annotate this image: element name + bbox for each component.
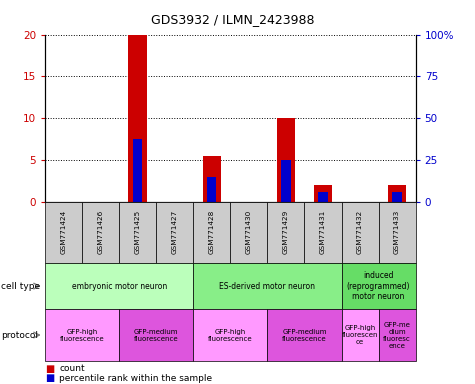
Bar <box>314 185 332 202</box>
Text: percentile rank within the sample: percentile rank within the sample <box>59 374 212 383</box>
Bar <box>203 156 221 202</box>
Text: count: count <box>59 364 85 373</box>
Text: protocol: protocol <box>1 331 38 339</box>
Text: GFP-high
fluorescen
ce: GFP-high fluorescen ce <box>342 325 378 345</box>
Text: ■: ■ <box>45 364 54 374</box>
Text: GSM771424: GSM771424 <box>61 210 67 255</box>
Text: GSM771431: GSM771431 <box>320 210 326 255</box>
Bar <box>388 185 407 202</box>
Text: GFP-high
fluorescence: GFP-high fluorescence <box>60 329 104 341</box>
Text: ■: ■ <box>45 373 54 383</box>
Bar <box>392 192 402 202</box>
Bar <box>133 139 142 202</box>
Text: GSM771425: GSM771425 <box>135 210 141 255</box>
Text: GFP-me
dium
fluoresc
ence: GFP-me dium fluoresc ence <box>383 321 411 349</box>
Bar <box>318 192 328 202</box>
Text: GSM771428: GSM771428 <box>209 210 215 255</box>
Text: GSM771432: GSM771432 <box>357 210 363 255</box>
Text: GSM771427: GSM771427 <box>172 210 178 255</box>
Bar <box>281 160 291 202</box>
Text: GFP-medium
fluorescence: GFP-medium fluorescence <box>134 329 179 341</box>
Bar <box>207 177 217 202</box>
Text: induced
(reprogrammed)
motor neuron: induced (reprogrammed) motor neuron <box>347 271 410 301</box>
Bar <box>128 35 147 202</box>
Text: GSM771433: GSM771433 <box>394 210 400 255</box>
Text: GDS3932 / ILMN_2423988: GDS3932 / ILMN_2423988 <box>151 13 314 26</box>
Text: GFP-high
fluorescence: GFP-high fluorescence <box>208 329 253 341</box>
Text: cell type: cell type <box>1 281 40 291</box>
Text: GSM771430: GSM771430 <box>246 210 252 255</box>
Text: GFP-medium
fluorescence: GFP-medium fluorescence <box>282 329 327 341</box>
Text: ES-derived motor neuron: ES-derived motor neuron <box>219 281 315 291</box>
Text: embryonic motor neuron: embryonic motor neuron <box>72 281 167 291</box>
Bar <box>276 118 295 202</box>
Text: GSM771429: GSM771429 <box>283 210 289 255</box>
Text: GSM771426: GSM771426 <box>98 210 104 255</box>
